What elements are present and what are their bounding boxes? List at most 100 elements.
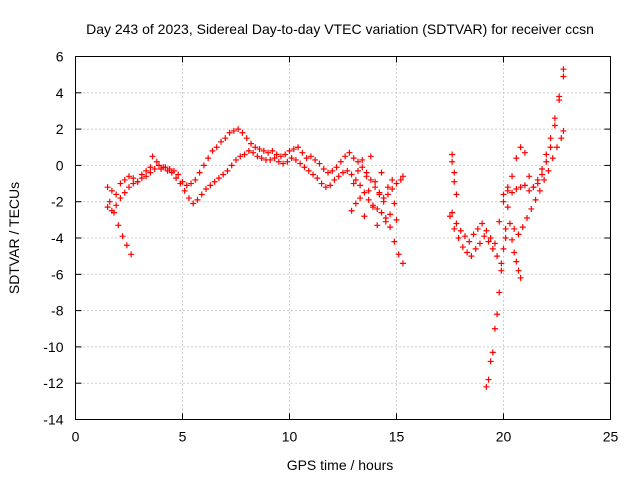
y-tick-label: -6 — [51, 266, 64, 282]
data-point — [104, 184, 111, 191]
data-point — [491, 240, 498, 247]
data-point — [147, 169, 154, 176]
data-point — [530, 184, 537, 191]
data-point — [359, 156, 366, 163]
data-point — [489, 349, 496, 356]
y-tick-label: -4 — [51, 230, 64, 246]
data-point — [369, 204, 376, 211]
data-point — [472, 245, 479, 252]
data-point — [560, 66, 567, 73]
data-point — [549, 155, 556, 162]
data-point — [314, 175, 321, 182]
data-point — [104, 204, 111, 211]
data-point — [247, 140, 254, 147]
data-point — [235, 126, 242, 133]
data-point — [303, 155, 310, 162]
data-point — [149, 153, 156, 160]
data-point — [340, 169, 346, 176]
y-tick-label: -14 — [43, 412, 63, 428]
data-point — [350, 155, 357, 162]
data-point — [498, 260, 505, 267]
data-point — [449, 158, 456, 165]
data-point — [354, 167, 361, 174]
data-point — [164, 167, 171, 174]
data-point — [494, 253, 501, 260]
data-point — [483, 383, 490, 390]
data-point — [389, 176, 396, 183]
data-point — [215, 175, 222, 182]
grid — [75, 56, 611, 420]
data-point — [226, 129, 233, 136]
data-point — [384, 191, 391, 198]
data-point — [190, 200, 197, 207]
series-group — [447, 127, 567, 267]
data-point — [519, 224, 526, 231]
y-tick-labels: -14 -12 -10 -8 -6 -4 -2 0 2 4 6 — [43, 49, 63, 428]
data-point — [348, 171, 355, 178]
data-point — [271, 155, 278, 162]
data-point — [292, 156, 299, 163]
data-point — [322, 184, 329, 191]
data-point — [361, 189, 368, 196]
data-point — [528, 205, 535, 212]
data-point — [399, 260, 406, 267]
data-point — [526, 173, 533, 180]
data-point — [461, 233, 468, 240]
data-point — [198, 191, 205, 198]
data-point — [451, 178, 458, 185]
data-point — [153, 158, 160, 165]
data-point — [449, 151, 456, 158]
data-point — [539, 171, 546, 178]
data-point — [188, 180, 195, 187]
data-point — [374, 205, 381, 212]
x-axis-label: GPS time / hours — [287, 457, 394, 473]
data-point — [491, 325, 498, 332]
data-point — [117, 180, 124, 187]
data-point — [474, 225, 481, 232]
data-point — [273, 151, 280, 158]
data-point — [295, 144, 302, 151]
data-point — [307, 153, 314, 160]
x-tick-label: 20 — [496, 429, 512, 445]
data-point — [521, 182, 528, 189]
data-point — [252, 144, 259, 151]
y-tick-label: -12 — [43, 375, 63, 391]
data-point — [389, 185, 396, 192]
data-point — [260, 147, 267, 154]
data-point — [365, 196, 372, 203]
data-point — [126, 184, 132, 191]
data-point — [241, 151, 248, 158]
data-point — [233, 156, 239, 163]
data-point — [200, 162, 207, 169]
data-point — [487, 358, 494, 365]
data-point — [449, 209, 456, 216]
data-point — [337, 158, 344, 165]
data-point — [275, 158, 282, 165]
data-point — [130, 175, 137, 182]
data-point — [500, 191, 507, 198]
y-tick-label: -10 — [43, 339, 63, 355]
data-point — [115, 222, 122, 229]
series-group — [509, 236, 524, 281]
data-point — [230, 127, 237, 134]
data-point — [299, 149, 306, 156]
data-point — [483, 227, 490, 234]
data-point — [387, 224, 394, 231]
plot-frame — [75, 56, 611, 420]
data-point — [487, 235, 494, 241]
data-point — [173, 175, 180, 182]
data-point — [451, 169, 458, 176]
data-point — [177, 180, 184, 187]
data-point — [284, 158, 291, 165]
data-point — [541, 176, 548, 183]
data-point — [511, 249, 518, 256]
data-point — [320, 166, 327, 173]
data-point — [378, 209, 385, 216]
data-point — [113, 191, 120, 198]
data-point — [363, 173, 370, 180]
data-point — [485, 238, 492, 245]
data-point — [517, 184, 524, 191]
data-point — [267, 156, 274, 163]
data-point — [496, 218, 503, 225]
data-point — [393, 216, 400, 223]
